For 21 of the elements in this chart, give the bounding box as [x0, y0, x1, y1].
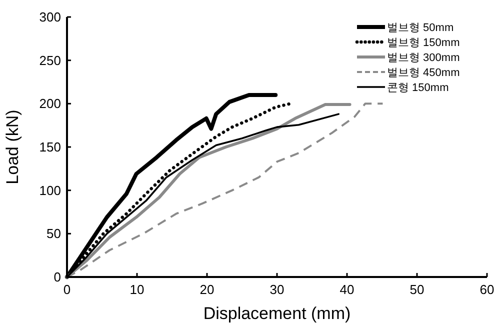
y-tick-label: 0	[54, 270, 61, 284]
x-tick-label: 60	[480, 282, 494, 297]
x-tick-label: 40	[340, 282, 354, 297]
x-tick-label: 30	[270, 282, 284, 297]
x-tick-label: 50	[410, 282, 424, 297]
legend-label: 콘형 150mm	[387, 82, 449, 94]
y-tick-label: 250	[39, 52, 61, 68]
y-tick-label: 300	[39, 10, 61, 24]
x-tick-label: 20	[200, 282, 214, 297]
legend-label: 벌브형 50mm	[387, 22, 454, 34]
legend-label: 벌브형 300mm	[387, 52, 460, 64]
y-tick-label: 150	[39, 140, 61, 154]
x-tick-label: 0	[63, 282, 71, 297]
x-tick-label: 10	[130, 282, 144, 297]
x-axis-title: Displacement (mm)	[203, 304, 351, 323]
legend-label: 벌브형 450mm	[387, 67, 460, 79]
y-tick-label: 200	[39, 96, 61, 112]
y-axis-title: Load (kN)	[3, 110, 22, 184]
legend-label: 벌브형 150mm	[387, 37, 460, 49]
y-tick-label: 50	[46, 226, 61, 242]
y-tick-label: 100	[39, 182, 61, 198]
